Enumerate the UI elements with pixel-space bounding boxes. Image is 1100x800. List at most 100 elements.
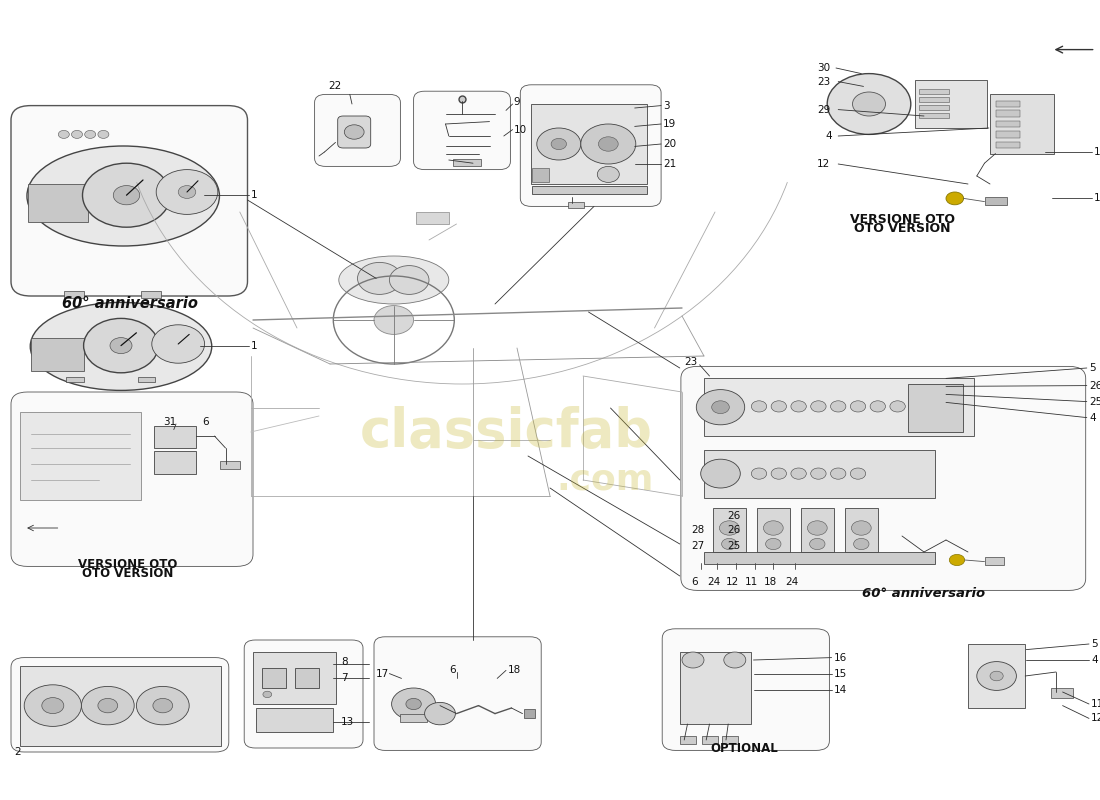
Bar xyxy=(31,338,84,371)
Text: OPTIONAL: OPTIONAL xyxy=(711,742,779,754)
Bar xyxy=(531,104,647,184)
Circle shape xyxy=(854,538,869,550)
Ellipse shape xyxy=(31,302,211,390)
Bar xyxy=(256,708,333,732)
Text: 60° anniversario: 60° anniversario xyxy=(862,587,986,600)
FancyBboxPatch shape xyxy=(338,116,371,148)
Text: 2: 2 xyxy=(14,747,21,757)
Circle shape xyxy=(851,521,871,535)
FancyBboxPatch shape xyxy=(414,91,510,170)
Text: 31: 31 xyxy=(163,417,176,426)
Circle shape xyxy=(178,186,196,198)
Bar xyxy=(996,101,1020,107)
Bar xyxy=(845,508,878,552)
Circle shape xyxy=(696,390,745,425)
Bar xyxy=(253,652,336,704)
Circle shape xyxy=(830,468,846,479)
Bar xyxy=(704,450,935,498)
Circle shape xyxy=(949,554,965,566)
Text: 27: 27 xyxy=(691,541,704,550)
Text: 12: 12 xyxy=(817,159,830,169)
Bar xyxy=(141,291,161,298)
Text: 30: 30 xyxy=(817,63,830,73)
Text: OTO VERSION: OTO VERSION xyxy=(81,567,174,580)
Circle shape xyxy=(719,521,739,535)
Bar xyxy=(990,94,1054,154)
FancyBboxPatch shape xyxy=(520,85,661,206)
Bar xyxy=(801,508,834,552)
Circle shape xyxy=(724,652,746,668)
Circle shape xyxy=(771,401,786,412)
Text: 16: 16 xyxy=(834,653,847,662)
Circle shape xyxy=(110,338,132,354)
Circle shape xyxy=(751,401,767,412)
Circle shape xyxy=(263,691,272,698)
Bar xyxy=(154,451,196,474)
Bar xyxy=(138,377,155,382)
Bar xyxy=(64,291,84,298)
Circle shape xyxy=(850,401,866,412)
Circle shape xyxy=(977,662,1016,690)
Text: 6: 6 xyxy=(691,577,697,586)
Bar xyxy=(713,508,746,552)
Text: 12: 12 xyxy=(1091,714,1100,723)
Text: 12: 12 xyxy=(726,577,739,586)
Bar xyxy=(996,131,1020,138)
Bar xyxy=(568,202,584,208)
Text: OTO VERSION: OTO VERSION xyxy=(854,222,950,235)
Text: 5: 5 xyxy=(1091,639,1098,649)
FancyBboxPatch shape xyxy=(11,658,229,752)
Circle shape xyxy=(682,652,704,668)
Text: 20: 20 xyxy=(663,139,676,149)
Text: 4: 4 xyxy=(1091,655,1098,665)
Bar xyxy=(996,142,1020,148)
Bar xyxy=(20,666,221,746)
Circle shape xyxy=(113,186,140,205)
Circle shape xyxy=(811,401,826,412)
Circle shape xyxy=(98,130,109,138)
Circle shape xyxy=(537,128,581,160)
Circle shape xyxy=(830,401,846,412)
Bar xyxy=(704,552,935,564)
Bar xyxy=(416,212,449,224)
Text: .com: .com xyxy=(557,463,653,497)
Circle shape xyxy=(852,92,886,116)
Circle shape xyxy=(24,685,81,726)
Bar xyxy=(453,159,481,166)
Circle shape xyxy=(153,698,173,713)
Text: 9: 9 xyxy=(514,98,520,107)
Text: 23: 23 xyxy=(817,77,830,86)
Circle shape xyxy=(425,702,455,725)
Text: 24: 24 xyxy=(707,577,721,586)
Circle shape xyxy=(136,686,189,725)
Bar xyxy=(532,186,647,194)
Circle shape xyxy=(722,538,737,550)
Text: 60° anniversario: 60° anniversario xyxy=(62,297,198,311)
Text: 1: 1 xyxy=(251,190,257,200)
Bar xyxy=(722,736,738,744)
Text: 11: 11 xyxy=(1091,699,1100,709)
Bar xyxy=(984,197,1006,205)
Circle shape xyxy=(81,686,134,725)
Circle shape xyxy=(990,671,1003,681)
FancyBboxPatch shape xyxy=(662,629,829,750)
Text: 4: 4 xyxy=(1089,413,1096,422)
Text: 29: 29 xyxy=(817,105,830,114)
Circle shape xyxy=(598,137,618,151)
Circle shape xyxy=(827,74,911,134)
Bar xyxy=(680,736,696,744)
Circle shape xyxy=(791,468,806,479)
Text: 11: 11 xyxy=(745,577,758,586)
Circle shape xyxy=(771,468,786,479)
Circle shape xyxy=(791,401,806,412)
Text: 18: 18 xyxy=(763,577,777,586)
Circle shape xyxy=(72,130,82,138)
Circle shape xyxy=(810,538,825,550)
Text: 26: 26 xyxy=(727,526,740,535)
Text: 23: 23 xyxy=(684,357,697,366)
Text: VERSIONE OTO: VERSIONE OTO xyxy=(849,213,955,226)
Text: 13: 13 xyxy=(341,717,354,726)
Circle shape xyxy=(58,130,69,138)
Bar xyxy=(704,378,974,436)
Bar xyxy=(1050,688,1072,698)
